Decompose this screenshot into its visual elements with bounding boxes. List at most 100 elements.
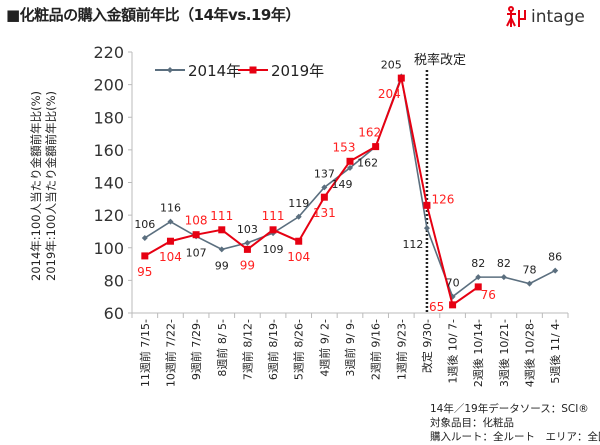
y-tick-label: 220 <box>93 43 124 62</box>
data-point-marker <box>321 184 328 191</box>
legend-marker <box>167 67 173 73</box>
data-point-marker <box>218 246 225 253</box>
data-point-marker <box>295 213 302 220</box>
x-tick-label: 2週後 10/14- <box>471 319 485 387</box>
data-point-marker <box>141 252 149 260</box>
x-tick-label: 11週前 7/15- <box>138 319 152 387</box>
data-label: 149 <box>332 178 353 191</box>
data-label: 108 <box>185 214 208 228</box>
data-label: 86 <box>548 251 562 264</box>
data-point-marker <box>423 201 431 209</box>
x-tick-label: 5週前 8/26- <box>292 319 306 380</box>
intage-logo-mark-icon <box>506 6 526 27</box>
y-tick-label: 160 <box>93 141 124 160</box>
x-tick-label: 4週後 10/28- <box>523 319 537 387</box>
data-label: 204 <box>378 87 401 101</box>
y-tick-label: 140 <box>93 174 124 193</box>
data-label: 109 <box>263 243 284 256</box>
series-line-2019年 <box>144 74 479 307</box>
data-label: 70 <box>446 277 460 290</box>
data-point-marker <box>320 193 328 201</box>
data-point-marker <box>372 143 380 151</box>
page-title: ■化粧品の購入金額前年比（14年vs.19年） <box>6 6 300 24</box>
x-tick-label: 5週後 11/ 4- <box>548 319 562 384</box>
data-label: 99 <box>215 259 229 272</box>
x-tick-label: 10週前 7/22- <box>163 319 177 387</box>
data-label: 116 <box>160 202 181 215</box>
y-tick-label: 120 <box>93 206 124 225</box>
data-label: 111 <box>210 209 233 223</box>
data-label: 162 <box>357 157 378 170</box>
footer-source: 14年／19年データソース：SCI® <box>430 403 589 415</box>
data-point-marker <box>166 237 174 245</box>
x-tick-label: 2週前 9/16- <box>369 319 383 380</box>
data-label: 82 <box>471 257 485 270</box>
data-label: 76 <box>481 288 496 302</box>
data-label: 106 <box>134 218 155 231</box>
data-label: 82 <box>497 257 511 270</box>
data-point-marker <box>397 74 405 82</box>
x-tick-label: 6週前 8/19- <box>266 319 280 380</box>
y-tick-label: 100 <box>93 239 124 258</box>
data-label: 107 <box>186 246 207 259</box>
legend-label: 2014年 <box>188 62 241 80</box>
data-label: 162 <box>358 126 381 140</box>
data-point-marker <box>449 301 457 309</box>
data-label: 104 <box>159 250 182 264</box>
data-label: 99 <box>240 258 255 272</box>
data-point-marker <box>347 164 353 171</box>
data-point-marker <box>243 245 251 253</box>
annotation-label: 税率改定 <box>414 52 466 68</box>
data-point-marker <box>500 274 507 281</box>
y-tick-label: 200 <box>93 76 124 95</box>
x-tick-label: 4週前 9/ 2- <box>317 319 331 377</box>
y-tick-label: 60 <box>104 304 124 323</box>
data-point-marker <box>346 157 354 165</box>
footer-route: 購入ルート：全ルート エリア：全国 <box>430 431 600 443</box>
data-point-marker <box>295 237 303 245</box>
x-tick-label: 1週後 10/ 7- <box>446 319 460 384</box>
data-point-marker <box>552 267 559 274</box>
data-label: 126 <box>431 192 454 206</box>
data-point-marker <box>526 280 533 287</box>
intage-logo: intage <box>506 6 585 28</box>
x-tick-label: 8週前 8/ 5- <box>215 319 229 377</box>
data-label: 95 <box>137 265 152 279</box>
data-label: 112 <box>402 238 423 251</box>
data-label: 205 <box>381 58 402 71</box>
legend-label: 2019年 <box>271 62 324 80</box>
data-point-marker <box>218 226 226 234</box>
data-label: 111 <box>262 209 285 223</box>
data-label: 104 <box>287 250 310 264</box>
data-label: 153 <box>333 140 356 154</box>
data-label: 65 <box>429 300 444 314</box>
data-label: 78 <box>523 264 537 277</box>
data-point-marker <box>423 225 430 232</box>
data-label: 137 <box>314 167 335 180</box>
y-axis-label-line-1: 2014年:100人当たり金額前年比(%) <box>29 91 43 281</box>
legend-marker <box>249 66 257 74</box>
data-point-marker <box>141 234 148 241</box>
x-tick-label: 9週前 7/29- <box>189 319 203 380</box>
x-tick-label: 3週前 9/ 9- <box>343 319 357 377</box>
data-point-marker <box>167 218 174 225</box>
footer-notes: 14年／19年データソース：SCI® 対象品目：化粧品 購入ルート：全ルート エ… <box>430 402 600 444</box>
data-label: 131 <box>313 206 336 220</box>
y-axis-label-line-2: 2019年:100人当たり金額前年比(%) <box>44 91 58 281</box>
x-tick-label: 1週前 9/23- <box>394 319 408 380</box>
x-tick-label: 7週前 8/12- <box>240 319 254 380</box>
footer-item: 対象品目：化粧品 <box>430 417 514 429</box>
logo-text: intage <box>531 7 585 27</box>
data-point-marker <box>244 239 251 246</box>
data-point-marker <box>269 226 277 234</box>
data-point-marker <box>192 231 200 239</box>
data-point-marker <box>475 274 482 281</box>
x-tick-label: 3週後 10/21- <box>497 319 511 387</box>
y-tick-label: 180 <box>93 108 124 127</box>
data-point-marker <box>474 283 482 291</box>
data-label: 119 <box>288 197 309 210</box>
data-label: 103 <box>237 223 258 236</box>
x-tick-label: 改定 9/30- <box>420 319 434 373</box>
y-tick-label: 80 <box>104 271 124 290</box>
